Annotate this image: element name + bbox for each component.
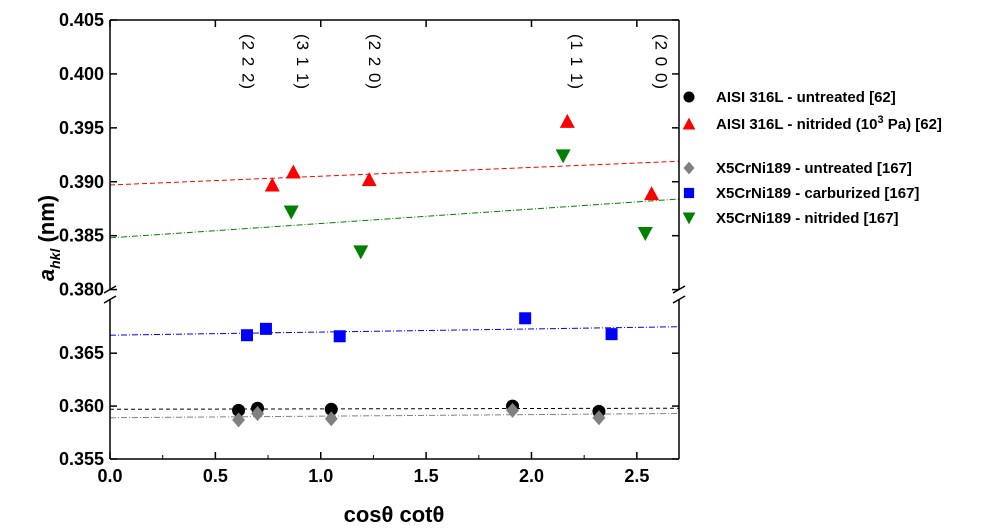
data-point bbox=[240, 329, 253, 342]
fit-line bbox=[109, 326, 680, 336]
legend-label: AISI 316L - nitrided (103 Pa) [62] bbox=[716, 114, 942, 133]
fit-line bbox=[109, 198, 680, 239]
x-tick-label: 2.5 bbox=[624, 466, 649, 486]
data-point bbox=[637, 227, 653, 242]
hkl-labels: (2 2 2) (3 1 1) (2 2 0) (1 1 1) (2 0 0) bbox=[238, 34, 670, 90]
data-point bbox=[285, 164, 301, 179]
legend-marker bbox=[683, 91, 695, 103]
svg-text:ahkl (nm): ahkl (nm) bbox=[34, 195, 63, 281]
hkl-label: (3 1 1) bbox=[293, 34, 312, 90]
data-point bbox=[353, 245, 369, 260]
hkl-label: (2 2 2) bbox=[238, 34, 257, 90]
y-tick-label: 0.385 bbox=[59, 226, 104, 246]
data-points bbox=[232, 113, 660, 428]
legend-marker bbox=[683, 187, 695, 199]
data-point bbox=[324, 411, 338, 427]
data-point bbox=[506, 402, 520, 418]
x-axis-title: cosθ cotθ bbox=[344, 502, 445, 527]
x-tick-label: 2.0 bbox=[519, 466, 544, 486]
hkl-label: (1 1 1) bbox=[567, 34, 586, 90]
y-tick-label: 0.395 bbox=[59, 118, 104, 138]
y-tick-label: 0.355 bbox=[59, 449, 104, 469]
fit-line bbox=[109, 160, 680, 186]
fit-line bbox=[109, 407, 680, 410]
data-point bbox=[644, 186, 660, 201]
y-tick-label: 0.380 bbox=[59, 280, 104, 300]
data-point bbox=[324, 402, 338, 416]
legend-label: X5CrNi189 - nitrided [167] bbox=[716, 210, 899, 227]
axis-break-mark bbox=[103, 295, 117, 304]
data-point bbox=[251, 406, 265, 422]
data-point bbox=[605, 328, 618, 341]
y-tick-label: 0.365 bbox=[59, 343, 104, 363]
data-point bbox=[519, 312, 532, 325]
legend-label: X5CrNi189 - untreated [167] bbox=[716, 160, 912, 177]
hkl-label: (2 2 0) bbox=[365, 34, 384, 90]
y-axis-title: ahkl (nm) bbox=[34, 195, 63, 281]
y-tick-label: 0.405 bbox=[59, 10, 104, 30]
axes: 0.0 0.5 1.0 1.5 2.0 2.5 0.380 0.385 0.390 0.395 0.… bbox=[59, 10, 686, 486]
data-point bbox=[283, 205, 299, 220]
x-tick-label: 1.5 bbox=[414, 466, 439, 486]
fit-line bbox=[109, 413, 680, 419]
data-point bbox=[555, 149, 571, 164]
x-tick-label: 0.0 bbox=[97, 466, 122, 486]
y-tick-label: 0.360 bbox=[59, 396, 104, 416]
data-point bbox=[592, 410, 606, 426]
legend-label: AISI 316L - untreated [62] bbox=[716, 89, 896, 106]
legend-label: X5CrNi189 - carburized [167] bbox=[716, 185, 919, 202]
data-point bbox=[361, 172, 377, 187]
legend-marker bbox=[682, 117, 696, 130]
legend: AISI 316L - untreated [62] AISI 316L - ni… bbox=[682, 89, 942, 227]
y-tick-label: 0.400 bbox=[59, 64, 104, 84]
legend-marker bbox=[683, 161, 695, 175]
hkl-label: (2 0 0) bbox=[651, 34, 670, 90]
data-point bbox=[259, 322, 272, 335]
data-point bbox=[559, 113, 575, 128]
data-point bbox=[232, 403, 246, 417]
fit-lines bbox=[109, 160, 680, 419]
legend-marker bbox=[682, 212, 696, 225]
data-point bbox=[232, 412, 246, 428]
x-tick-label: 1.0 bbox=[308, 466, 333, 486]
data-point bbox=[333, 330, 346, 343]
y-tick-label: 0.390 bbox=[59, 172, 104, 192]
x-tick-label: 0.5 bbox=[203, 466, 228, 486]
axis-break-mark bbox=[672, 295, 686, 304]
data-point bbox=[264, 177, 280, 192]
